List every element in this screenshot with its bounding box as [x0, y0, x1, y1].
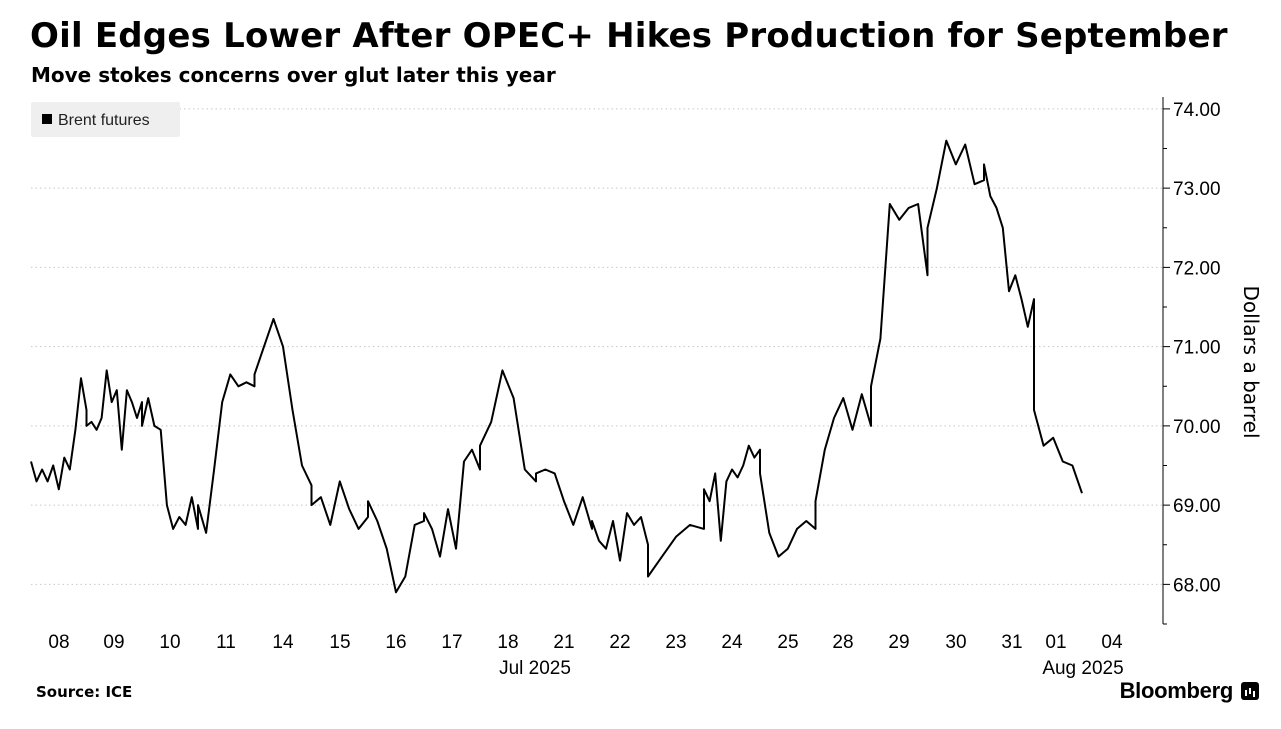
y-tick-label: 73.00 [1173, 179, 1221, 200]
x-tick-label: 08 [48, 632, 69, 653]
x-tick-label: 29 [888, 632, 909, 653]
y-tick-label: 70.00 [1173, 417, 1221, 438]
bloomberg-logo: Bloomberg [1120, 678, 1259, 704]
x-tick-label: 31 [1001, 632, 1022, 653]
chart-title: Oil Edges Lower After OPEC+ Hikes Produc… [30, 16, 1228, 56]
x-tick-label: 23 [665, 632, 686, 653]
x-group-labels: Jul 2025 Aug 2025 [499, 658, 1124, 679]
source-note: Source: ICE [36, 683, 133, 701]
y-tick-label: 71.00 [1173, 338, 1221, 359]
x-tick-label: 10 [159, 632, 180, 653]
legend: Brent futures [31, 102, 180, 137]
x-group-label: Aug 2025 [1042, 658, 1123, 679]
x-tick-label: 15 [329, 632, 350, 653]
x-tick-label: 01 [1045, 632, 1066, 653]
y-axis [1162, 97, 1170, 625]
x-tick-label: 04 [1101, 632, 1123, 653]
terminal-icon [1241, 682, 1259, 700]
series-line-brent-futures [30, 139, 1083, 594]
x-tick-label: 25 [777, 632, 798, 653]
x-tick-label: 28 [832, 632, 853, 653]
x-tick-label: 17 [441, 632, 462, 653]
x-tick-label: 18 [497, 632, 518, 653]
legend-label-brent-futures: Brent futures [58, 112, 150, 129]
legend-swatch [42, 114, 52, 124]
x-tick-label: 14 [272, 632, 294, 653]
x-tick-label: 22 [609, 632, 630, 653]
legend-box [31, 102, 180, 137]
x-group-label: Jul 2025 [499, 658, 571, 679]
y-tick-label: 68.00 [1173, 575, 1221, 596]
y-axis-label: Dollars a barrel [1239, 285, 1263, 438]
series-brent-futures [30, 139, 1083, 594]
brand-name: Bloomberg [1119, 678, 1234, 703]
x-tick-label: 21 [553, 632, 574, 653]
y-tick-label: 74.00 [1173, 100, 1221, 121]
x-tick-label: 16 [385, 632, 406, 653]
y-tick-label: 72.00 [1173, 258, 1221, 279]
x-tick-label: 24 [721, 632, 743, 653]
y-tick-label: 69.00 [1173, 496, 1221, 517]
x-tick-labels: 08 09 10 11 14 15 16 17 18 21 22 23 24 25 28 29 30 31 01 04 [48, 632, 1123, 653]
x-tick-label: 30 [945, 632, 966, 653]
chart-subtitle: Move stokes concerns over glut later thi… [31, 63, 556, 87]
y-tick-labels: 68.00 69.00 70.00 71.00 72.00 73.00 74.00 [1173, 100, 1221, 596]
x-tick-label: 09 [103, 632, 124, 653]
x-tick-label: 11 [216, 632, 236, 653]
